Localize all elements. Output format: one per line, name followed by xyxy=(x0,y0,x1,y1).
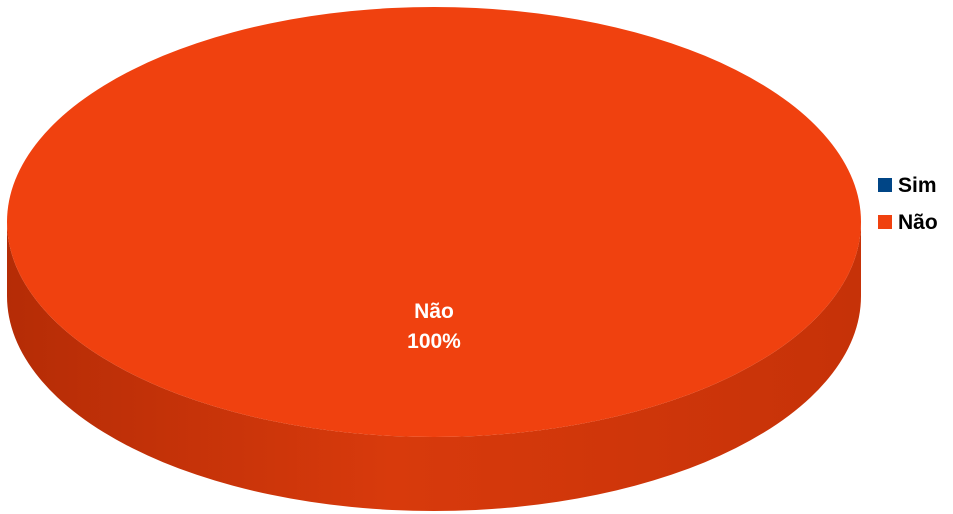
legend: Sim Não xyxy=(878,174,938,234)
slice-value-nao: 100% xyxy=(407,330,461,353)
pie-top-group xyxy=(7,7,861,437)
legend-label-sim: Sim xyxy=(898,174,937,197)
legend-label-nao: Não xyxy=(898,211,938,234)
pie-labels-group: Não 100% xyxy=(407,300,461,353)
legend-swatch-nao xyxy=(878,215,892,229)
slice-label-nao: Não xyxy=(414,300,454,323)
pie-slice-nao xyxy=(7,7,861,437)
legend-swatch-sim xyxy=(878,178,892,192)
pie-side-group xyxy=(7,222,861,511)
pie-side-nao xyxy=(7,222,861,511)
